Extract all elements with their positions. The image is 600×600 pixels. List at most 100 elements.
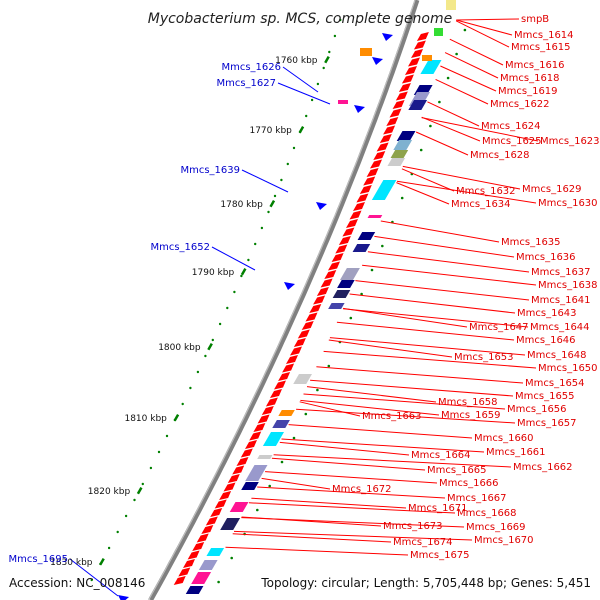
reverse-gene-arrow	[335, 244, 348, 254]
reverse-gene-arrow	[316, 287, 329, 296]
scale-tick-label: 1820 kbp	[88, 487, 131, 497]
reverse-leader-line	[456, 19, 513, 36]
cog-color-block	[367, 215, 383, 218]
track-dot	[455, 52, 458, 56]
reverse-leader-line	[396, 182, 450, 205]
reverse-gene-arrow	[227, 474, 240, 483]
reverse-gene-label: Mmcs_1655	[515, 391, 575, 402]
track-dot	[316, 388, 319, 392]
track-dot	[310, 98, 314, 102]
reverse-leader-line	[310, 379, 514, 397]
reverse-gene-arrow	[411, 49, 423, 58]
gene-features	[118, 0, 456, 600]
cog-color-block	[390, 150, 409, 158]
reverse-leader-line	[401, 168, 455, 192]
reverse-gene-label: Mmcs_1654	[525, 378, 585, 389]
track-dot	[165, 434, 169, 438]
gene-labels: Mmcs_1626 Mmcs_1627 Mmcs_1639 Mmcs_1652 Mmcs…	[8, 14, 599, 565]
track-dot	[463, 28, 467, 32]
reverse-leader-line	[342, 308, 529, 328]
reverse-gene-label: Mmcs_1615	[511, 42, 571, 53]
reverse-gene-label: Mmcs_1629	[522, 184, 582, 195]
cog-color-block	[337, 280, 355, 288]
scale-tick-label: 1780 kbp	[220, 200, 263, 210]
reverse-gene-label: Mmcs_1650	[538, 363, 598, 374]
reverse-gene-label: Mmcs_1644	[530, 322, 590, 333]
reverse-gene-arrow	[274, 380, 286, 390]
reverse-gene-label: Mmcs_1653	[454, 352, 514, 363]
forward-leader-line	[211, 246, 256, 271]
reverse-gene-arrow	[324, 270, 337, 279]
reverse-gene-label: Mmcs_1622	[490, 99, 550, 110]
cog-color-block	[220, 518, 241, 530]
reverse-leader-line	[402, 165, 521, 190]
reverse-leader-line	[232, 533, 392, 543]
track-dot	[446, 76, 450, 80]
reverse-gene-label: Mmcs_1646	[516, 335, 576, 346]
cog-color-block	[352, 244, 371, 252]
track-dot	[304, 412, 308, 416]
reverse-gene-arrow	[236, 457, 249, 466]
reverse-gene-arrow	[192, 542, 205, 551]
reverse-gene-label: Mmcs_1661	[486, 447, 546, 458]
track-dot	[268, 484, 272, 488]
reverse-gene-arrow	[392, 100, 405, 109]
reverse-gene-arrow	[386, 117, 399, 126]
reverse-leader-line	[329, 337, 526, 356]
reverse-gene-arrow	[286, 355, 298, 364]
track-dot	[255, 508, 259, 512]
reverse-gene-arrow	[196, 533, 209, 543]
track-dot	[260, 226, 264, 230]
reverse-gene-arrow	[187, 550, 200, 560]
reverse-leader-line	[367, 251, 530, 273]
cog-color-block	[185, 586, 204, 594]
reverse-gene-label: Mmcs_1668	[457, 508, 517, 519]
forward-gene-arrow	[372, 57, 383, 65]
reverse-gene-label: Mmcs_1656	[507, 404, 567, 415]
reverse-gene-arrow	[232, 465, 245, 475]
scale-tick-mark	[240, 268, 247, 276]
reverse-gene-label: Mmcs_1630	[538, 198, 598, 209]
cog-color-block	[206, 548, 225, 556]
cog-color-block	[357, 232, 376, 240]
reverse-gene-label: Mmcs_1665	[427, 465, 487, 476]
reverse-gene-arrow	[356, 193, 369, 203]
track-dot	[273, 194, 277, 198]
reverse-leader-line	[449, 38, 504, 66]
forward-gene-arrow	[354, 105, 365, 113]
reverse-leader-line	[396, 180, 537, 204]
reverse-leader-line	[251, 497, 407, 509]
reverse-gene-arrow	[309, 304, 322, 313]
reverse-leader-line	[303, 393, 506, 410]
reverse-gene-arrow	[210, 508, 223, 517]
reverse-leader-line	[323, 350, 537, 369]
reverse-gene-arrow	[261, 406, 274, 415]
track-dot	[280, 178, 283, 182]
cog-color-block	[408, 100, 428, 110]
reverse-gene-arrow	[183, 559, 195, 568]
cog-color-block	[393, 140, 413, 150]
reverse-gene-arrow	[363, 176, 376, 186]
reverse-gene-arrow	[370, 159, 382, 169]
forward-pink-block	[338, 100, 348, 104]
reverse-leader-line	[281, 438, 485, 453]
reverse-gene-arrow	[173, 576, 186, 585]
reverse-gene-label: Mmcs_1664	[411, 450, 471, 461]
reverse-gene-label: Mmcs_1662	[513, 462, 573, 473]
reverse-gene-arrow	[349, 210, 362, 220]
forward-gene-arrow	[284, 282, 295, 290]
track-dot	[280, 460, 284, 464]
track-dot	[419, 148, 423, 152]
reverse-gene-label: Mmcs_1636	[516, 252, 576, 263]
backbone-line	[148, 0, 420, 600]
genome-backbone	[148, 0, 420, 600]
scale-tick-mark	[173, 414, 180, 422]
reverse-gene-label: Mmcs_1647	[469, 322, 529, 333]
forward-gene-arrow	[316, 202, 327, 210]
reverse-gene-label: Mmcs_1663	[362, 411, 422, 422]
reverse-gene-arrow	[408, 57, 420, 67]
forward-gene-label: Mmcs_1652	[150, 242, 210, 253]
track-dot	[305, 114, 308, 118]
reverse-leader-line	[271, 457, 426, 471]
reverse-gene-arrow	[240, 448, 253, 458]
